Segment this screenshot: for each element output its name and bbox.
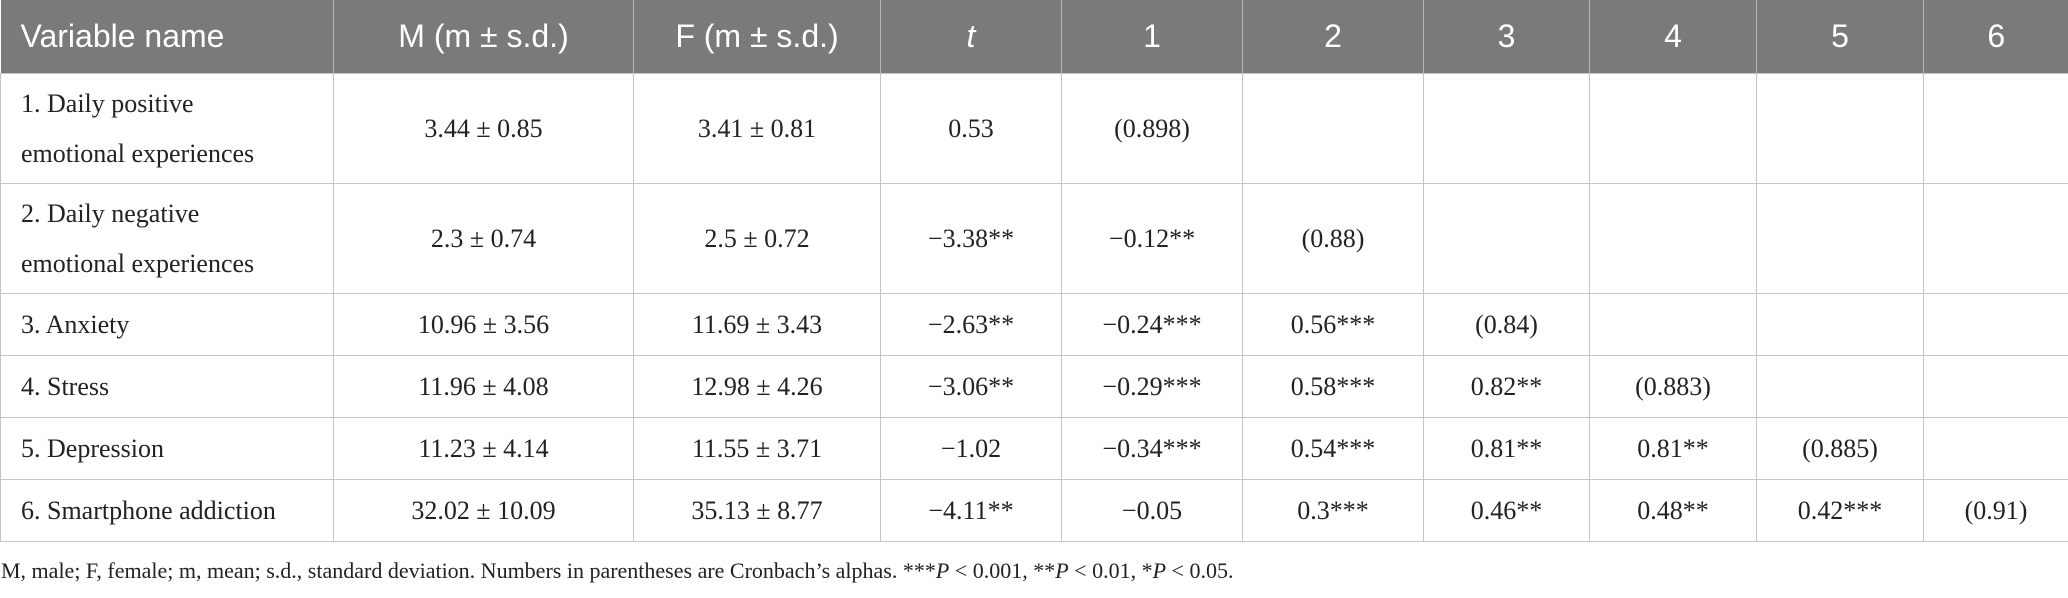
header-col-1: 1: [1061, 0, 1243, 74]
correlation-cell: [1242, 73, 1424, 184]
correlation-cell: [1923, 183, 2068, 294]
footnote-text: < 0.001, **: [949, 558, 1056, 583]
header-female-mean-sd: F (m ± s.d.): [633, 0, 881, 74]
correlation-cell: −0.34***: [1061, 417, 1243, 480]
correlation-cell: 0.54***: [1242, 417, 1424, 480]
male-value-cell: 3.44 ± 0.85: [333, 73, 634, 184]
correlation-cell: 0.82**: [1423, 355, 1590, 418]
correlation-cell: −0.05: [1061, 479, 1243, 542]
table-row: 3. Anxiety 10.96 ± 3.56 11.69 ± 3.43 −2.…: [0, 293, 2068, 356]
male-value-cell: 2.3 ± 0.74: [333, 183, 634, 294]
correlation-cell: 0.81**: [1589, 417, 1757, 480]
table-row: 4. Stress 11.96 ± 4.08 12.98 ± 4.26 −3.0…: [0, 355, 2068, 418]
header-col-3: 3: [1423, 0, 1590, 74]
correlation-cell: (0.84): [1423, 293, 1590, 356]
t-value-cell: −3.06**: [880, 355, 1062, 418]
correlation-cell: 0.42***: [1756, 479, 1924, 542]
correlation-cell: (0.885): [1756, 417, 1924, 480]
footnote-text: M, male; F, female; m, mean; s.d., stand…: [1, 558, 936, 583]
header-variable-name: Variable name: [0, 0, 334, 74]
correlation-cell: [1756, 355, 1924, 418]
correlation-cell: (0.91): [1923, 479, 2068, 542]
variable-name-line: emotional experiences: [21, 138, 255, 168]
male-value-cell: 11.23 ± 4.14: [333, 417, 634, 480]
footnote-text: < 0.05.: [1166, 558, 1234, 583]
variable-name-cell: 2. Daily negative emotional experiences: [0, 183, 334, 294]
correlation-cell: [1423, 183, 1590, 294]
correlation-cell: 0.81**: [1423, 417, 1590, 480]
correlation-cell: [1756, 293, 1924, 356]
t-value-cell: −1.02: [880, 417, 1062, 480]
table-row: 6. Smartphone addiction 32.02 ± 10.09 35…: [0, 479, 2068, 542]
table-row: 5. Depression 11.23 ± 4.14 11.55 ± 3.71 …: [0, 417, 2068, 480]
correlation-cell: 0.56***: [1242, 293, 1424, 356]
t-value-cell: −2.63**: [880, 293, 1062, 356]
correlation-table: Variable name M (m ± s.d.) F (m ± s.d.) …: [0, 0, 2068, 542]
variable-name-cell: 4. Stress: [0, 355, 334, 418]
header-male-mean-sd: M (m ± s.d.): [333, 0, 634, 74]
table-footnote: M, male; F, female; m, mean; s.d., stand…: [1, 558, 1233, 584]
female-value-cell: 35.13 ± 8.77: [633, 479, 881, 542]
correlation-cell: [1589, 73, 1757, 184]
correlation-cell: [1589, 293, 1757, 356]
correlation-cell: [1756, 73, 1924, 184]
header-t: t: [880, 0, 1062, 74]
t-value-cell: −4.11**: [880, 479, 1062, 542]
variable-name-line: 2. Daily negative: [21, 198, 200, 228]
correlation-cell: [1923, 293, 2068, 356]
header-col-4: 4: [1589, 0, 1757, 74]
footnote-p-symbol: P: [1152, 558, 1167, 583]
correlation-cell: [1923, 417, 2068, 480]
correlation-cell: (0.898): [1061, 73, 1243, 184]
correlation-cell: −0.24***: [1061, 293, 1243, 356]
variable-name-line: emotional experiences: [21, 248, 255, 278]
female-value-cell: 11.55 ± 3.71: [633, 417, 881, 480]
correlation-cell: −0.12**: [1061, 183, 1243, 294]
correlation-cell: (0.88): [1242, 183, 1424, 294]
header-col-5: 5: [1756, 0, 1924, 74]
correlation-cell: 0.48**: [1589, 479, 1757, 542]
footnote-text: < 0.01, *: [1068, 558, 1153, 583]
table-row: 1. Daily positive emotional experiences …: [0, 73, 2068, 184]
correlation-cell: [1923, 73, 2068, 184]
table-row: 2. Daily negative emotional experiences …: [0, 183, 2068, 294]
correlation-cell: [1923, 355, 2068, 418]
correlation-cell: 0.3***: [1242, 479, 1424, 542]
correlation-cell: (0.883): [1589, 355, 1757, 418]
correlation-cell: 0.46**: [1423, 479, 1590, 542]
correlation-cell: [1589, 183, 1757, 294]
female-value-cell: 3.41 ± 0.81: [633, 73, 881, 184]
footnote-p-symbol: P: [935, 558, 950, 583]
footnote-p-symbol: P: [1055, 558, 1069, 583]
female-value-cell: 12.98 ± 4.26: [633, 355, 881, 418]
variable-name-cell: 3. Anxiety: [0, 293, 334, 356]
table-header-row: Variable name M (m ± s.d.) F (m ± s.d.) …: [0, 0, 2068, 74]
variable-name-cell: 6. Smartphone addiction: [0, 479, 334, 542]
correlation-cell: 0.58***: [1242, 355, 1424, 418]
male-value-cell: 10.96 ± 3.56: [333, 293, 634, 356]
female-value-cell: 11.69 ± 3.43: [633, 293, 881, 356]
variable-name-line: 1. Daily positive: [21, 88, 194, 118]
t-value-cell: −3.38**: [880, 183, 1062, 294]
correlation-cell: −0.29***: [1061, 355, 1243, 418]
male-value-cell: 11.96 ± 4.08: [333, 355, 634, 418]
variable-name-cell: 1. Daily positive emotional experiences: [0, 73, 334, 184]
header-col-2: 2: [1242, 0, 1424, 74]
female-value-cell: 2.5 ± 0.72: [633, 183, 881, 294]
male-value-cell: 32.02 ± 10.09: [333, 479, 634, 542]
header-col-6: 6: [1923, 0, 2068, 74]
correlation-table-container: Variable name M (m ± s.d.) F (m ± s.d.) …: [0, 0, 2068, 542]
t-value-cell: 0.53: [880, 73, 1062, 184]
correlation-cell: [1756, 183, 1924, 294]
correlation-cell: [1423, 73, 1590, 184]
variable-name-cell: 5. Depression: [0, 417, 334, 480]
